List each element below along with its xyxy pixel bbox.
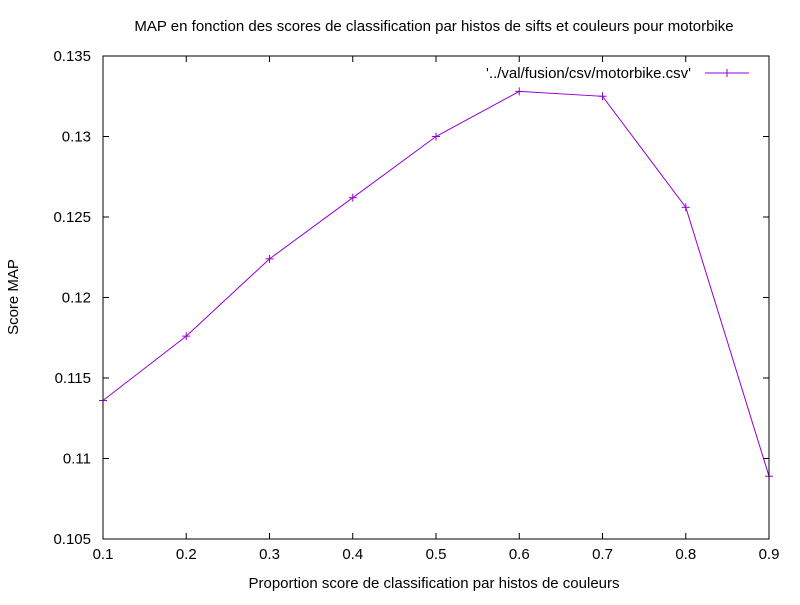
x-tick-label: 0.2 bbox=[176, 546, 197, 563]
x-tick-label: 0.1 bbox=[93, 546, 114, 563]
y-tick-label: 0.135 bbox=[53, 48, 91, 65]
x-tick-label: 0.7 bbox=[592, 546, 613, 563]
legend-marker bbox=[723, 69, 731, 77]
legend-label: '../val/fusion/csv/motorbike.csv' bbox=[486, 65, 691, 82]
y-axis-title: Score MAP bbox=[5, 259, 22, 335]
y-tick-label: 0.11 bbox=[63, 451, 91, 468]
y-tick-label: 0.105 bbox=[53, 531, 91, 548]
data-point-marker bbox=[515, 87, 524, 96]
data-point-marker bbox=[598, 92, 607, 101]
y-tick-label: 0.12 bbox=[62, 290, 91, 307]
y-tick-label: 0.125 bbox=[53, 209, 91, 226]
x-tick-label: 0.3 bbox=[259, 546, 280, 563]
data-point-marker bbox=[681, 203, 690, 212]
x-tick-label: 0.9 bbox=[759, 546, 780, 563]
x-tick-label: 0.8 bbox=[675, 546, 696, 563]
chart-title: MAP en fonction des scores de classifica… bbox=[134, 18, 733, 35]
x-axis-title: Proportion score de classification par h… bbox=[248, 575, 619, 592]
data-point-marker bbox=[348, 193, 357, 202]
y-tick-label: 0.115 bbox=[55, 370, 91, 387]
data-point-marker bbox=[432, 132, 440, 141]
plot-frame bbox=[102, 55, 770, 540]
data-point-marker bbox=[265, 254, 274, 263]
data-point-marker bbox=[182, 332, 191, 341]
series-line bbox=[102, 90, 770, 477]
x-tick-label: 0.5 bbox=[426, 546, 447, 563]
x-tick-label: 0.4 bbox=[342, 546, 363, 563]
x-tick-label: 0.6 bbox=[509, 546, 530, 563]
y-tick-label: 0.13 bbox=[62, 129, 91, 146]
